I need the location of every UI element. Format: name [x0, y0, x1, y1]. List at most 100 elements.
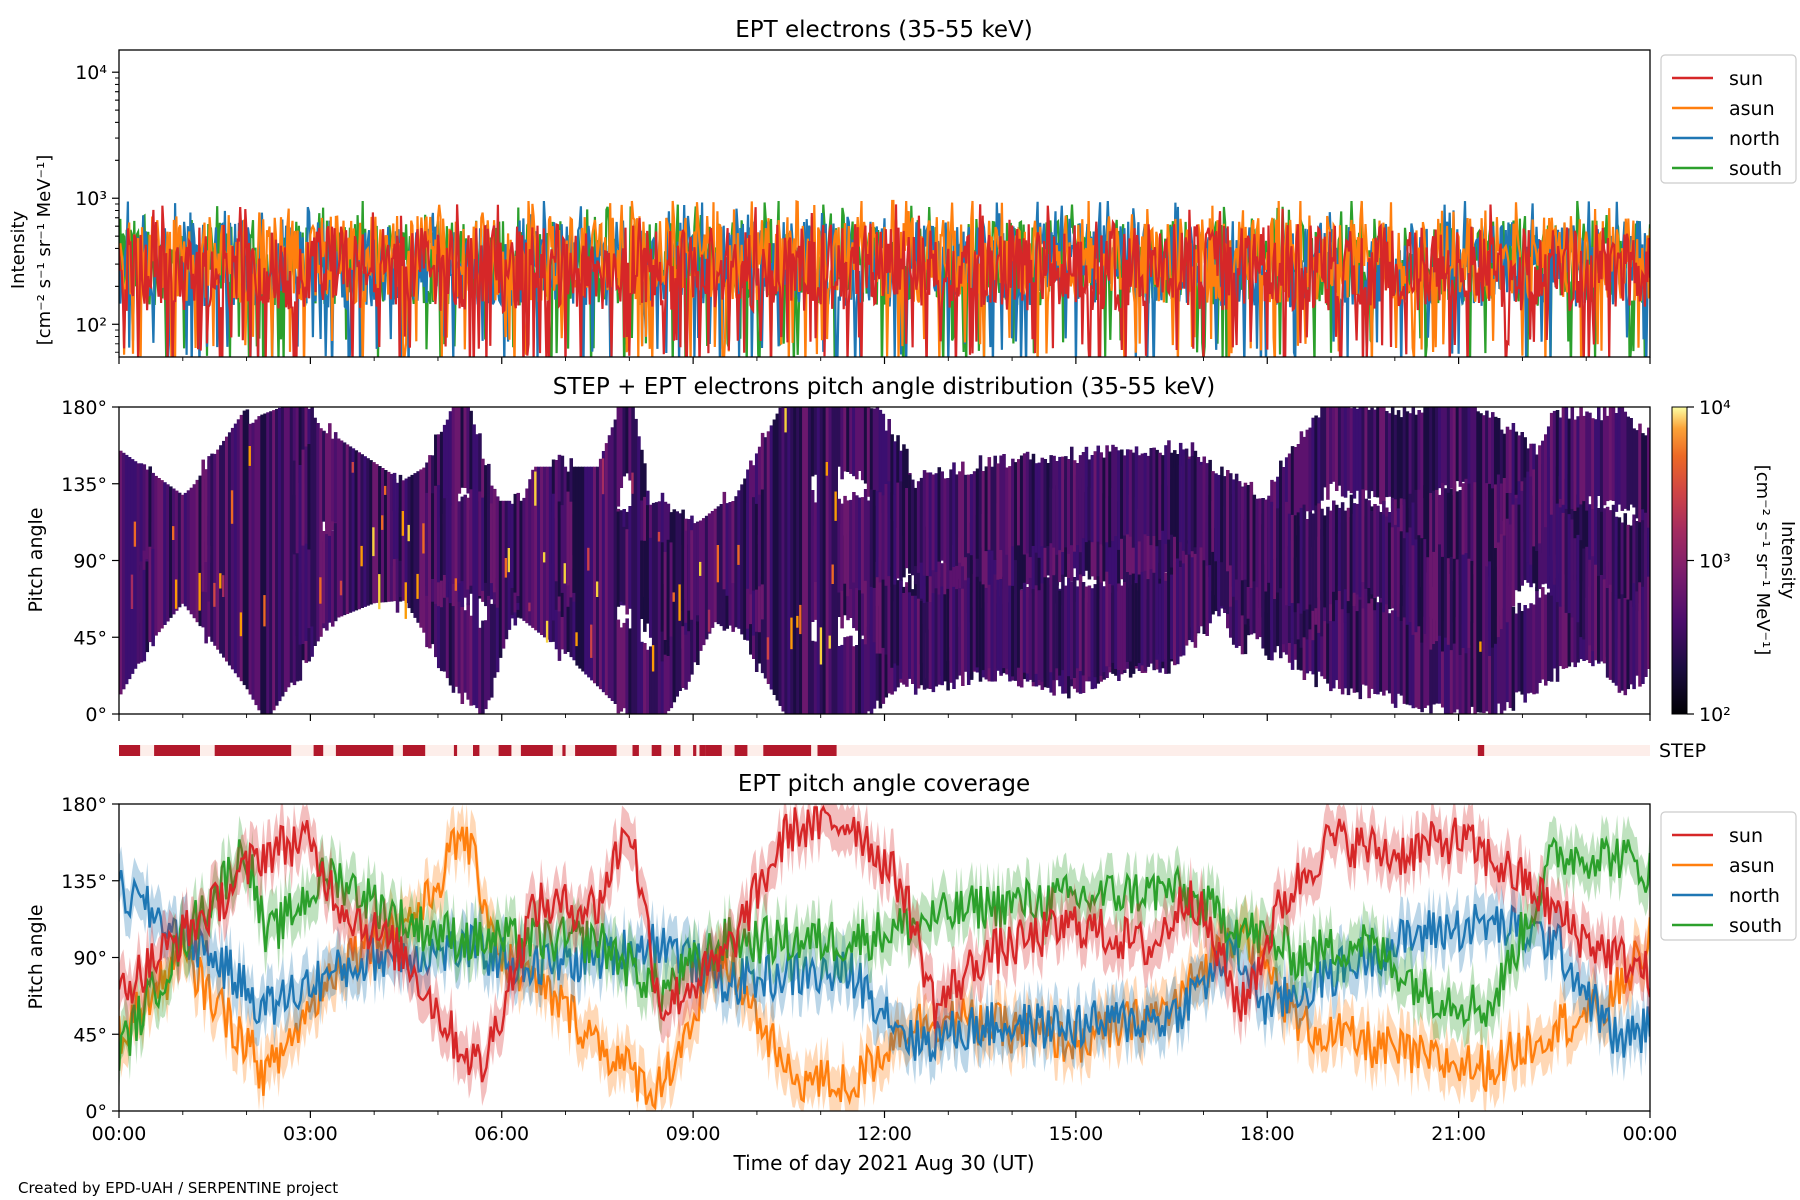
heatmap-cell: [1594, 564, 1598, 661]
heatmap-cell: [972, 522, 977, 608]
heatmap-cell: [1311, 513, 1315, 611]
heatmap-cell: [1452, 407, 1457, 495]
heatmap-cell: [1626, 599, 1630, 690]
heatmap-cell: [1529, 603, 1533, 693]
heatmap-cell: [1414, 616, 1418, 708]
heatmap-cell: [457, 407, 462, 494]
heatmap-cell: [1279, 550, 1283, 659]
heatmap-cell: [213, 453, 217, 646]
heatmap-hot-cell: [222, 575, 225, 597]
heatmap-cell: [366, 458, 370, 606]
heatmap-cell: [1125, 449, 1130, 535]
heatmap-cell: [1538, 597, 1542, 683]
heatmap-hot-cell: [657, 531, 661, 542]
heatmap-cell: [301, 539, 306, 644]
heatmap-cell: [169, 486, 173, 618]
heatmap-cell: [310, 454, 314, 536]
heatmap-cell: [451, 407, 456, 503]
heatmap-cell: [581, 466, 585, 672]
heatmap-cell: [442, 424, 447, 524]
heatmap-cell: [139, 463, 144, 562]
heatmap-hot-cell: [799, 604, 802, 635]
heatmap-cell: [760, 489, 765, 585]
heatmap-cell: [1055, 461, 1059, 555]
heatmap-cell: [893, 494, 897, 585]
heatmap-cell: [1334, 504, 1339, 601]
heatmap-cell: [463, 610, 468, 693]
heatmap-cell: [257, 416, 261, 711]
heatmap-cell: [1411, 606, 1416, 709]
heatmap-cell: [307, 444, 311, 550]
heatmap-cell: [984, 587, 989, 680]
heatmap-cell: [1367, 409, 1371, 499]
colorbar-ticks: 10² 10³ 10⁴: [1687, 397, 1731, 726]
y-tick-label: 45°: [73, 627, 107, 649]
heatmap-cell: [1523, 605, 1527, 703]
heatmap-cell: [1467, 623, 1471, 714]
heatmap-cell: [707, 513, 712, 634]
heatmap-cell: [1370, 407, 1374, 492]
heatmap-cell: [478, 491, 482, 596]
heatmap-cell: [1417, 535, 1421, 627]
heatmap-cell: [1258, 544, 1262, 638]
heatmap-cell: [990, 586, 995, 682]
y-tick-label: 10⁴: [75, 62, 107, 84]
heatmap-cell: [766, 431, 771, 684]
heatmap-cell: [757, 494, 762, 587]
heatmap-cell: [1293, 515, 1298, 613]
heatmap-cell: [1087, 459, 1092, 541]
heatmap-cell: [1270, 501, 1274, 586]
legend-frame: [1660, 54, 1797, 184]
heatmap-cell: [840, 644, 844, 714]
heatmap-hot-cell: [248, 446, 251, 466]
heatmap-cell: [313, 417, 317, 646]
heatmap-cell: [1308, 427, 1313, 517]
heatmap-cell: [1140, 507, 1145, 596]
heatmap-cell: [1443, 488, 1448, 583]
heatmap-cell: [1143, 503, 1148, 604]
heatmap-cell: [1605, 415, 1610, 502]
heatmap-cell: [855, 495, 859, 589]
heatmap-cell: [916, 481, 921, 573]
heatmap-cell: [1031, 453, 1036, 546]
step-coverage-bar: [402, 745, 426, 756]
heatmap-cell: [1237, 481, 1242, 571]
step-coverage-bars: [119, 745, 1485, 756]
heatmap-cell: [472, 424, 476, 706]
heatmap-cell: [875, 491, 880, 578]
heatmap-cell: [1069, 581, 1074, 680]
heatmap-cell: [681, 532, 685, 627]
heatmap-cell: [666, 539, 671, 642]
heatmap-cell: [1114, 446, 1118, 537]
heatmap-cell: [407, 476, 412, 609]
heatmap-cell: [1084, 446, 1089, 543]
step-label: STEP: [1659, 740, 1706, 762]
heatmap-cell: [466, 407, 470, 494]
heatmap-cell: [984, 466, 989, 552]
heatmap-cell: [1146, 579, 1151, 667]
heatmap-cell: [981, 471, 986, 548]
heatmap-cell: [1184, 554, 1189, 646]
heatmap-cell: [1220, 466, 1224, 563]
heatmap-cell: [1161, 455, 1165, 531]
heatmap-cell: [557, 501, 562, 597]
heatmap-cell: [425, 553, 429, 648]
heatmap-cell: [899, 481, 903, 581]
heatmap-cell: [322, 431, 326, 522]
heatmap-cell: [1005, 580, 1009, 669]
heatmap-cell: [1016, 459, 1021, 546]
heatmap-cell: [1476, 411, 1480, 713]
heatmap-cell: [1614, 516, 1619, 611]
heatmap-cell: [1349, 494, 1354, 598]
heatmap-cell: [975, 576, 980, 668]
heatmap-cell: [280, 407, 285, 697]
heatmap-hot-cell: [213, 582, 216, 607]
heatmap-cell: [439, 489, 444, 581]
heatmap-cell: [481, 497, 485, 591]
heatmap-cell: [1620, 522, 1625, 616]
heatmap-cell: [1011, 585, 1015, 677]
heatmap-cell: [445, 495, 450, 578]
heatmap-cell: [648, 646, 653, 714]
heatmap-cell: [1208, 459, 1212, 566]
heatmap-cell: [754, 453, 759, 549]
